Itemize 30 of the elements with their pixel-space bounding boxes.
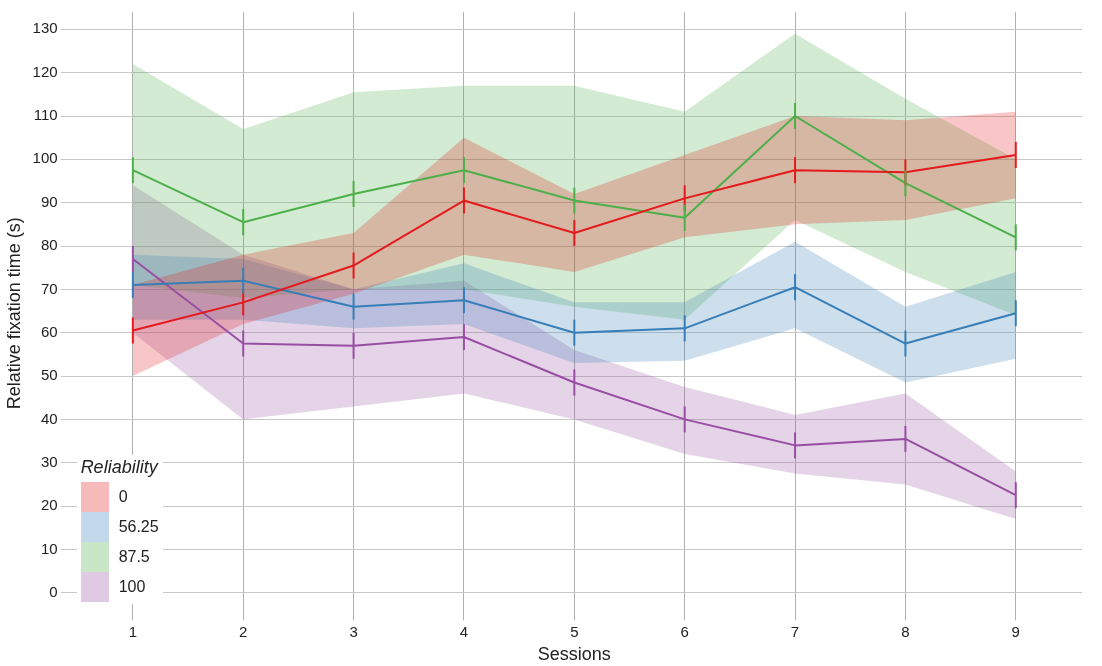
y-tick-label: 20 xyxy=(40,496,58,514)
y-tick-label: 70 xyxy=(40,279,58,297)
y-tick-label: 0 xyxy=(49,582,58,600)
y-tick-label: 110 xyxy=(33,106,58,124)
x-tick-label: 3 xyxy=(349,622,358,640)
x-tick-label: 2 xyxy=(239,622,248,640)
legend-label: 0 xyxy=(118,488,128,507)
x-tick-label: 5 xyxy=(570,622,579,640)
y-tick-label: 90 xyxy=(40,192,58,210)
y-tick-label: 60 xyxy=(40,322,58,340)
y-tick-label: 120 xyxy=(32,62,58,80)
y-tick-label: 130 xyxy=(32,19,58,37)
y-tick-label: 40 xyxy=(40,409,58,427)
y-tick-label: 80 xyxy=(40,236,58,254)
y-tick-label: 30 xyxy=(40,452,58,470)
x-tick-label: 8 xyxy=(901,622,910,640)
legend-title: Reliability xyxy=(80,457,159,479)
y-tick-label: 100 xyxy=(32,149,58,167)
x-tick-label: 7 xyxy=(790,622,800,640)
y-tick-label: 10 xyxy=(40,539,58,557)
legend-label: 100 xyxy=(118,578,146,597)
y-tick-label: 50 xyxy=(40,366,58,384)
y-axis-title: Relative fixation time (s) xyxy=(3,217,24,410)
x-axis-title: Sessions xyxy=(537,644,611,665)
x-tick-label: 6 xyxy=(680,622,689,640)
legend-label: 87.5 xyxy=(118,548,150,567)
x-tick-label: 4 xyxy=(459,622,469,640)
x-tick-label: 9 xyxy=(1011,622,1020,640)
x-tick-label: 1 xyxy=(128,622,138,640)
legend-label: 56.25 xyxy=(118,518,159,537)
